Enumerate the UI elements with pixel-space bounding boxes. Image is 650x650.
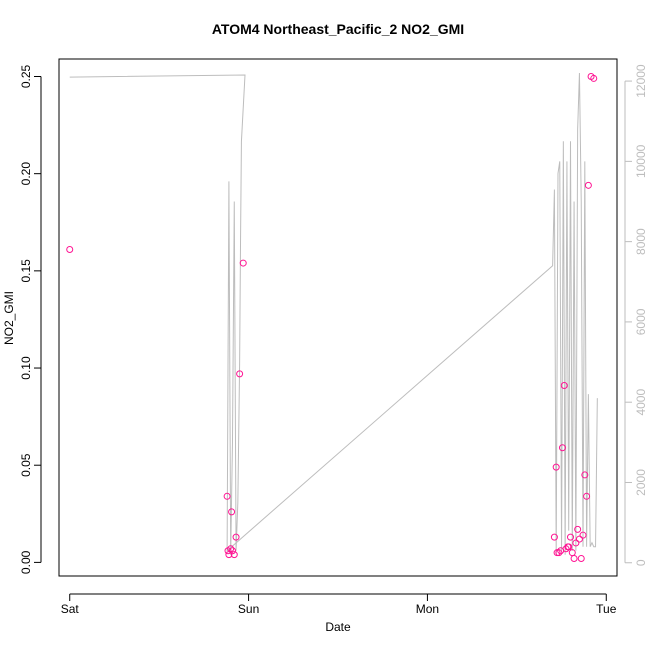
bottom-axis: Sat Sun Mon Tue [61, 593, 617, 616]
y-left-tick-label: 0.05 [19, 453, 33, 477]
x-tick-label: Mon [416, 602, 439, 616]
data-point [236, 370, 244, 378]
y-axis-label: NO2_GMI [2, 291, 16, 345]
chart-title: ATOM4 Northeast_Pacific_2 NO2_GMI [212, 21, 464, 37]
y-left-tick-label: 0.00 [19, 550, 33, 574]
y-right-tick-label: 0 [634, 559, 648, 566]
data-point [590, 74, 598, 82]
data-point [565, 543, 573, 551]
data-point [230, 551, 238, 559]
data-point [228, 547, 236, 555]
data-point [228, 508, 236, 516]
y-right-tick-label: 2000 [634, 469, 648, 496]
data-point [567, 533, 574, 541]
data-point [550, 533, 558, 541]
data-point [584, 181, 592, 189]
no2-series [66, 72, 598, 563]
data-point [560, 382, 568, 390]
y-left-tick-label: 0.15 [19, 259, 33, 283]
y-left-tick-label: 0.25 [19, 64, 33, 88]
y-right-tick-label: 6000 [634, 308, 648, 335]
data-point [239, 259, 247, 267]
x-tick-label: Sun [238, 602, 259, 616]
left-axis: 0.00 0.05 0.10 0.15 0.20 0.25 [19, 64, 42, 574]
y-left-tick-label: 0.20 [19, 162, 33, 186]
data-point [583, 492, 591, 500]
altitude-series [69, 73, 598, 555]
data-point [574, 525, 582, 533]
data-point [570, 555, 578, 563]
y-left-tick-label: 0.10 [19, 356, 33, 380]
x-tick-label: Tue [596, 602, 617, 616]
data-point [223, 492, 231, 500]
y-right-tick-label: 12000 [634, 64, 648, 98]
x-tick-label: Sat [61, 602, 80, 616]
y-right-tick-label: 4000 [634, 389, 648, 416]
data-point [577, 555, 585, 563]
data-point [232, 533, 240, 541]
altitude-line [69, 73, 598, 555]
data-point [552, 463, 560, 471]
plot-frame [58, 58, 618, 577]
right-axis: 0 2000 4000 6000 8000 10000 12000 [624, 64, 648, 566]
x-axis-label: Date [325, 620, 351, 634]
data-point [575, 535, 583, 543]
data-point [227, 545, 235, 553]
data-point [66, 245, 74, 253]
y-right-tick-label: 10000 [634, 144, 648, 178]
data-point [555, 549, 563, 557]
data-point [581, 471, 589, 479]
data-point [579, 531, 587, 539]
y-right-tick-label: 8000 [634, 228, 648, 255]
data-point [558, 444, 566, 452]
data-point [572, 539, 580, 547]
